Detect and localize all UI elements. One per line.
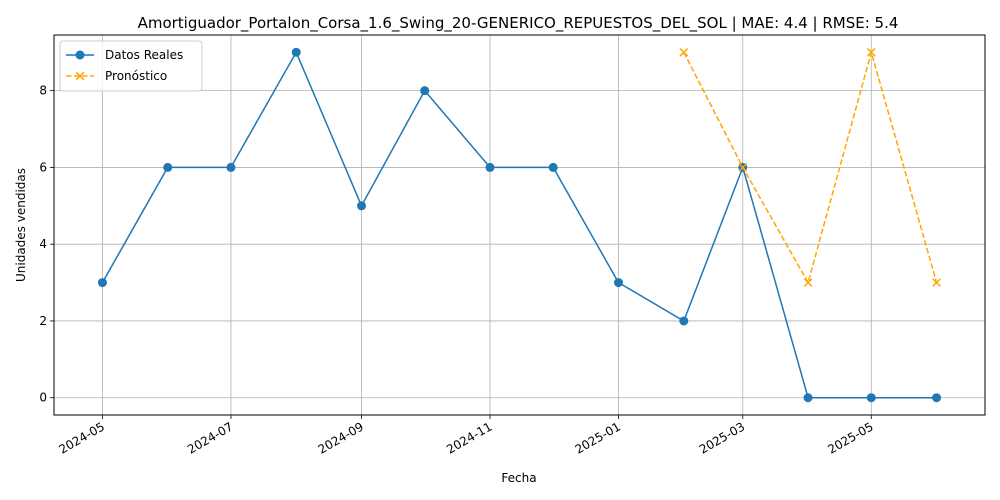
series-layer <box>97 47 942 403</box>
legend-box <box>59 40 203 92</box>
data-point <box>932 278 941 287</box>
y-axis: 0 2 4 6 8 <box>39 84 54 405</box>
x-tick-label: 2024-05 <box>57 419 107 456</box>
y-tick-label: 4 <box>39 237 47 251</box>
series-line <box>101 50 937 399</box>
x-axis: 2024-05 2024-07 2024-09 2024-11 2025-01 2025-… <box>57 415 876 457</box>
data-point <box>803 278 813 287</box>
grid <box>54 35 985 415</box>
data-point <box>679 316 689 326</box>
legend: Datos Reales Pronóstico <box>59 40 203 92</box>
series-line <box>683 49 938 285</box>
data-point <box>357 201 367 211</box>
y-axis-label: Unidades vendidas <box>14 168 28 282</box>
plot-area <box>53 34 986 416</box>
data-point <box>420 86 430 96</box>
y-tick-label: 0 <box>39 391 47 405</box>
data-point <box>932 393 942 403</box>
x-tick-label: 2024-11 <box>444 419 494 456</box>
x-tick-label: 2025-01 <box>573 419 623 456</box>
legend-marker <box>75 71 85 81</box>
legend-label: Datos Reales <box>105 48 183 62</box>
data-point <box>291 47 301 57</box>
data-point <box>679 47 689 57</box>
data-point <box>97 278 107 288</box>
x-axis-label: Fecha <box>501 471 536 485</box>
series-0 <box>97 47 942 403</box>
x-tick-label: 2024-09 <box>316 419 366 456</box>
data-point <box>548 162 558 172</box>
series-1 <box>679 47 941 287</box>
data-point <box>803 393 813 403</box>
data-point <box>613 278 623 288</box>
y-tick-label: 8 <box>39 84 47 98</box>
x-tick-label: 2024-07 <box>185 419 235 456</box>
x-tick-label: 2025-03 <box>697 419 747 456</box>
data-point <box>226 162 236 172</box>
data-point <box>866 393 876 403</box>
data-point <box>163 162 173 172</box>
data-point <box>866 47 876 57</box>
legend-marker <box>75 50 85 60</box>
chart-title: Amortiguador_Portalon_Corsa_1.6_Swing_20… <box>138 14 899 33</box>
x-tick-label: 2025-05 <box>825 419 875 456</box>
data-point <box>485 162 495 172</box>
y-tick-label: 2 <box>39 314 47 328</box>
legend-label: Pronóstico <box>105 69 167 83</box>
y-tick-label: 6 <box>39 160 47 174</box>
data-point <box>738 163 748 172</box>
